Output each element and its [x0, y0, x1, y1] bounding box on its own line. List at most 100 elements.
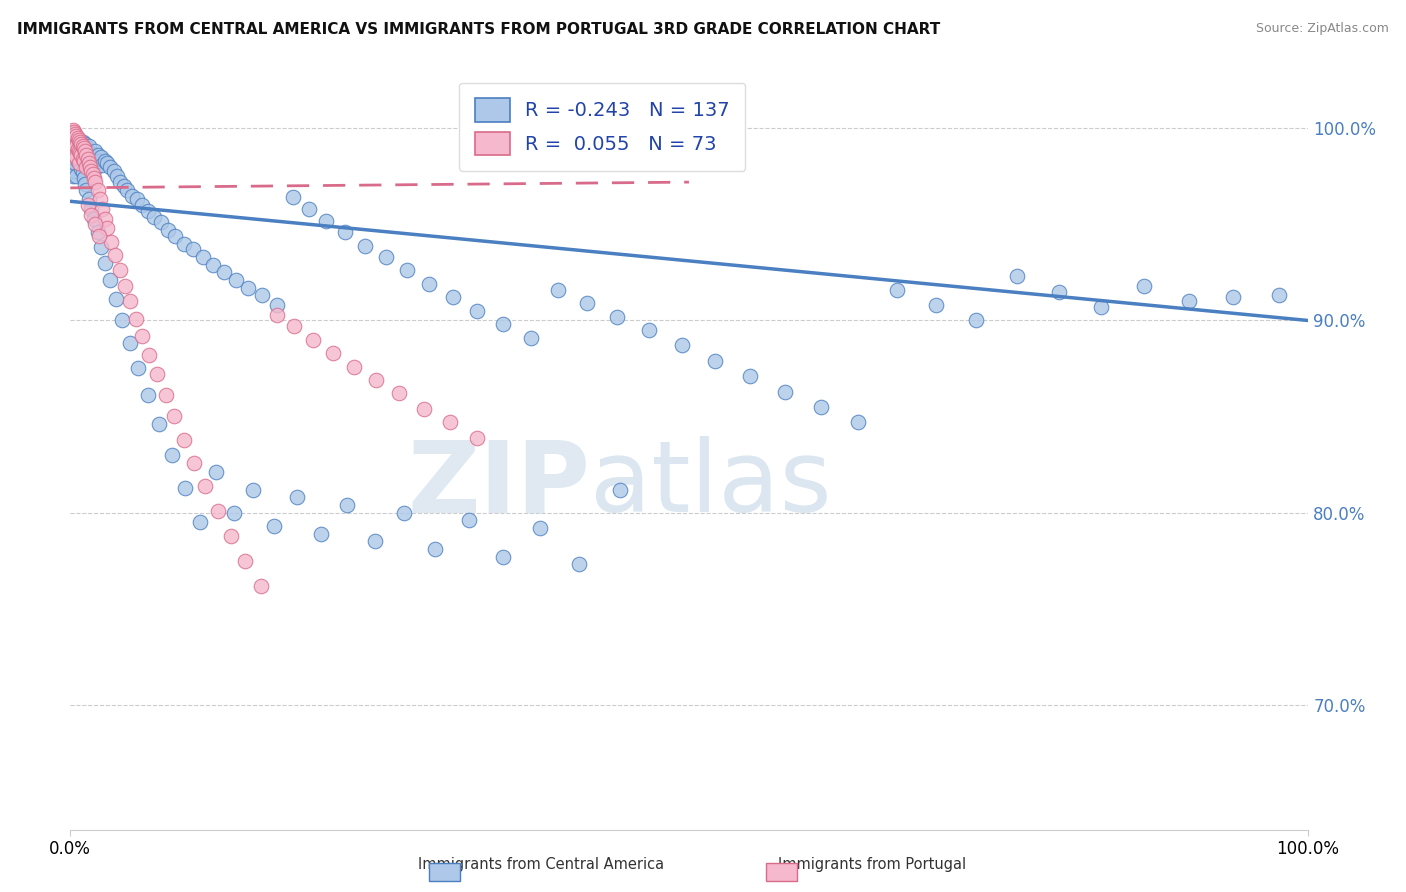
- Point: [72, 135, 94, 149]
- Point: [65, 169, 87, 184]
- Point: [388, 386, 411, 401]
- Point: [149, 215, 172, 229]
- Point: [77, 156, 100, 170]
- Point: [441, 290, 464, 304]
- Point: [65, 128, 87, 143]
- Point: [65, 148, 87, 162]
- Point: [886, 283, 908, 297]
- Point: [70, 136, 93, 151]
- Text: Immigrants from Portugal: Immigrants from Portugal: [778, 857, 966, 872]
- Point: [194, 478, 217, 492]
- Point: [810, 400, 832, 414]
- Point: [84, 175, 107, 189]
- Point: [91, 158, 114, 172]
- Point: [315, 213, 337, 227]
- Point: [205, 465, 228, 479]
- Point: [67, 135, 90, 149]
- Point: [163, 409, 186, 424]
- Point: [66, 146, 89, 161]
- Point: [576, 296, 599, 310]
- Point: [83, 171, 105, 186]
- Point: [1133, 278, 1156, 293]
- Point: [80, 208, 103, 222]
- Point: [418, 277, 440, 291]
- Point: [75, 145, 97, 159]
- Point: [62, 133, 84, 147]
- Point: [181, 243, 204, 257]
- Point: [82, 168, 104, 182]
- Point: [83, 211, 105, 226]
- Point: [519, 331, 541, 345]
- Point: [112, 178, 135, 193]
- Point: [98, 273, 121, 287]
- Point: [188, 515, 211, 529]
- Point: [75, 183, 97, 197]
- Point: [1222, 290, 1244, 304]
- Point: [173, 433, 195, 447]
- Point: [94, 256, 117, 270]
- Point: [148, 417, 170, 432]
- Point: [73, 171, 96, 186]
- Point: [131, 198, 153, 212]
- Point: [70, 148, 93, 162]
- Point: [69, 140, 91, 154]
- Point: [75, 148, 97, 162]
- Point: [1268, 288, 1291, 302]
- Point: [76, 148, 98, 162]
- Point: [65, 136, 87, 151]
- Point: [65, 127, 87, 141]
- Point: [63, 135, 86, 149]
- Point: [80, 150, 103, 164]
- Point: [121, 188, 143, 202]
- Point: [76, 152, 98, 166]
- Point: [108, 175, 131, 189]
- Point: [84, 160, 107, 174]
- Point: [62, 169, 84, 184]
- Point: [86, 148, 108, 162]
- Point: [165, 228, 187, 243]
- Point: [96, 221, 118, 235]
- Point: [77, 156, 100, 170]
- Point: [311, 526, 333, 541]
- Point: [63, 145, 86, 159]
- Point: [60, 125, 83, 139]
- Point: [76, 198, 98, 212]
- Point: [250, 578, 273, 592]
- Point: [80, 163, 103, 178]
- Point: [60, 135, 83, 149]
- Point: [72, 138, 94, 153]
- Point: [638, 323, 661, 337]
- Point: [353, 238, 375, 252]
- Point: [73, 143, 96, 157]
- Point: [703, 353, 725, 368]
- Point: [66, 131, 89, 145]
- Point: [146, 368, 169, 382]
- Point: [66, 143, 89, 157]
- Point: [83, 156, 105, 170]
- Point: [467, 431, 489, 445]
- Point: [63, 146, 86, 161]
- Point: [114, 278, 136, 293]
- Point: [77, 193, 100, 207]
- Point: [100, 235, 122, 249]
- Point: [72, 152, 94, 166]
- Point: [118, 336, 141, 351]
- Point: [207, 503, 229, 517]
- Point: [1047, 285, 1070, 299]
- Point: [72, 165, 94, 179]
- Point: [70, 143, 93, 157]
- Point: [69, 156, 91, 170]
- Point: [79, 160, 101, 174]
- Point: [118, 294, 141, 309]
- Text: IMMIGRANTS FROM CENTRAL AMERICA VS IMMIGRANTS FROM PORTUGAL 3RD GRADE CORRELATIO: IMMIGRANTS FROM CENTRAL AMERICA VS IMMIG…: [17, 22, 941, 37]
- Point: [1090, 300, 1112, 314]
- Point: [86, 183, 108, 197]
- Point: [925, 298, 948, 312]
- Point: [75, 136, 97, 151]
- Point: [250, 288, 273, 302]
- Point: [84, 218, 107, 232]
- Point: [70, 158, 93, 172]
- Point: [492, 318, 515, 332]
- Point: [86, 225, 108, 239]
- Point: [84, 145, 107, 159]
